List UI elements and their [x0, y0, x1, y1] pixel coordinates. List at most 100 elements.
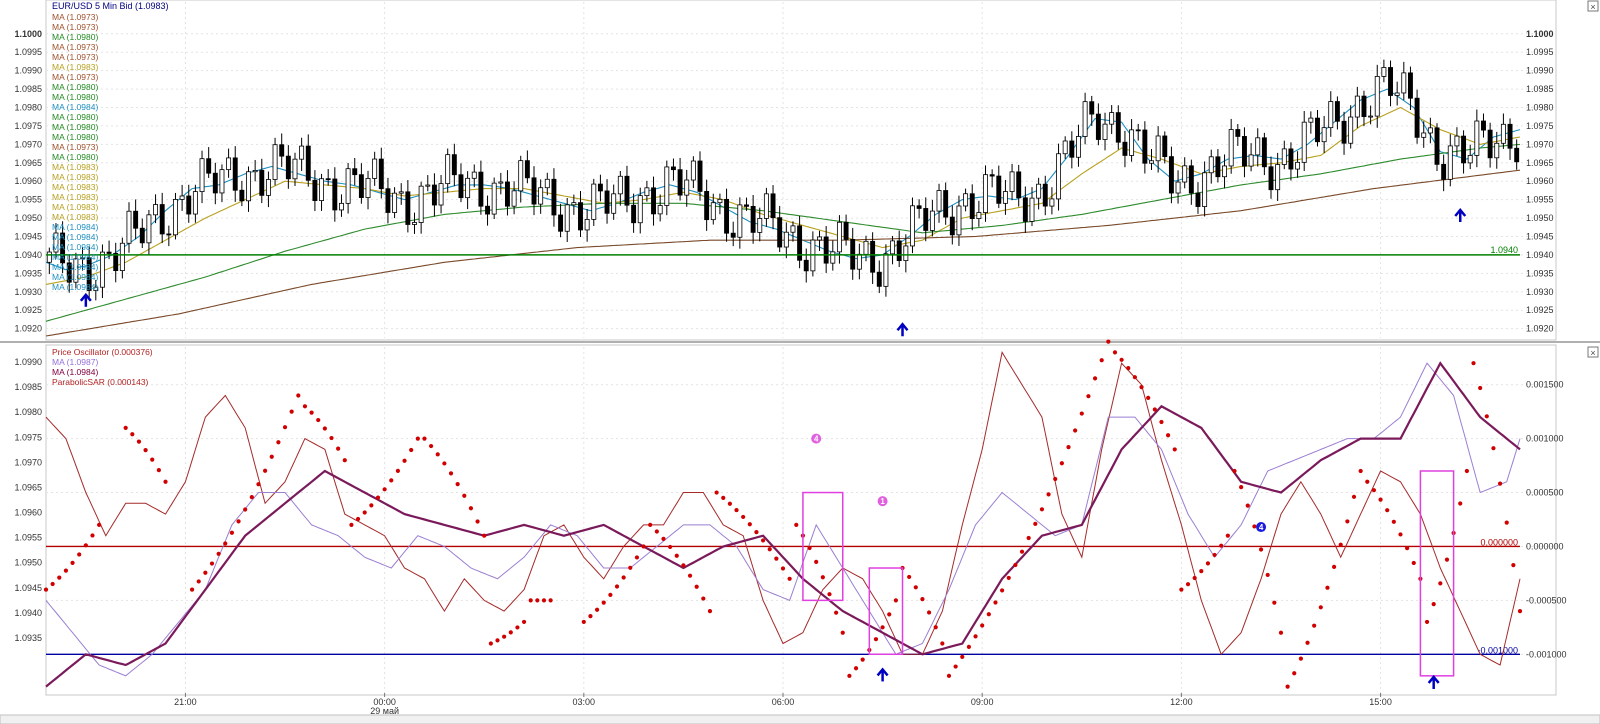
- candle: [1321, 116, 1327, 153]
- candle-body: [863, 240, 869, 255]
- candle: [1255, 128, 1261, 167]
- time-tick-label: 12:00: [1170, 697, 1193, 707]
- sar-dot: [329, 435, 334, 441]
- candle: [704, 179, 710, 231]
- candle-body: [485, 205, 490, 215]
- candle-body: [279, 144, 285, 157]
- candle: [571, 194, 577, 215]
- price-y-tick-right: 1.0945: [1526, 231, 1554, 241]
- candle: [664, 160, 670, 216]
- candle-body: [358, 174, 364, 198]
- candle-body: [1281, 148, 1287, 165]
- candle: [989, 169, 995, 188]
- sar-dot: [63, 568, 69, 573]
- candle-body: [60, 232, 66, 264]
- close-bottom-panel-button[interactable]: ×: [1587, 346, 1599, 358]
- sar-dot: [1325, 585, 1330, 590]
- candle-body: [345, 168, 351, 204]
- candle-body: [146, 214, 152, 244]
- sar-dot: [455, 482, 460, 487]
- candle: [438, 174, 444, 214]
- sar-dot: [1225, 533, 1230, 538]
- sar-dot: [156, 468, 161, 473]
- sar-dot: [482, 533, 487, 538]
- price-y-tick-right: 1.0990: [1526, 66, 1554, 76]
- highlight-box: [1419, 470, 1455, 677]
- buy-arrow-icon: [876, 667, 889, 682]
- candle-body: [1354, 95, 1360, 118]
- candle-body: [1222, 165, 1227, 178]
- price-legend-item: MA (1.0973): [52, 52, 98, 62]
- sar-dot: [488, 641, 493, 646]
- sar-dot: [548, 598, 553, 603]
- candle-body: [126, 210, 132, 244]
- time-tick-label: 06:00: [772, 697, 795, 707]
- sar-dot: [1165, 433, 1171, 438]
- candle: [956, 195, 962, 246]
- candle-body: [504, 181, 510, 207]
- candle-body: [1434, 127, 1440, 165]
- sar-dot: [1338, 542, 1343, 547]
- candle-body: [232, 157, 238, 191]
- price-legend-item: MA (1.0973): [52, 72, 98, 82]
- candle: [677, 157, 683, 201]
- sar-dot: [1318, 605, 1323, 610]
- price-legend-item: MA (1.0984): [52, 272, 98, 282]
- sar-dot: [1126, 365, 1131, 371]
- candle: [684, 169, 690, 207]
- candle: [1381, 59, 1387, 83]
- candle: [1002, 179, 1008, 215]
- price-legend-item: MA (1.0983): [52, 162, 98, 172]
- candle-body: [1268, 166, 1274, 191]
- sar-dot: [1312, 623, 1317, 628]
- candle: [757, 207, 763, 242]
- sar-dot: [1292, 671, 1297, 676]
- sar-dot: [1006, 575, 1011, 581]
- candle: [458, 163, 464, 203]
- candle-body: [757, 218, 763, 233]
- time-tick-label: 21:00: [174, 697, 197, 707]
- candle-body: [1474, 120, 1480, 156]
- close-top-panel-button[interactable]: ×: [1587, 0, 1599, 12]
- candle: [46, 247, 52, 275]
- sar-dot: [1371, 488, 1377, 493]
- candle-body: [1421, 132, 1427, 138]
- candle-body: [199, 158, 205, 193]
- sar-dot: [1405, 546, 1410, 551]
- candle: [1022, 186, 1028, 233]
- candle: [173, 192, 178, 240]
- candle-body: [1361, 95, 1367, 117]
- sar-dot: [1212, 552, 1217, 558]
- price-legend-item: MA (1.0984): [52, 282, 98, 292]
- candle: [929, 199, 935, 237]
- candle: [843, 214, 849, 246]
- candle-body: [730, 232, 736, 238]
- sar-dot: [1159, 419, 1164, 425]
- candle-body: [890, 240, 896, 255]
- horizontal-scrollbar[interactable]: [0, 714, 1600, 724]
- sar-dot: [1079, 411, 1084, 416]
- candle: [518, 155, 524, 203]
- candle-body: [657, 205, 663, 215]
- moving-average-line: [45, 143, 1521, 322]
- sar-dot: [1026, 535, 1031, 541]
- candle: [392, 187, 398, 219]
- candle-body: [239, 189, 245, 202]
- candle-body: [398, 191, 404, 194]
- candle-body: [219, 169, 225, 194]
- candle-body: [969, 193, 975, 219]
- candle: [1149, 149, 1154, 171]
- candle: [1288, 142, 1294, 181]
- candle: [724, 188, 730, 242]
- candle: [923, 197, 929, 242]
- price-legend-item: MA (1.0980): [52, 132, 98, 142]
- candle: [1261, 132, 1267, 176]
- event-marker-label: 4: [1259, 523, 1264, 532]
- sar-dot: [150, 457, 155, 462]
- candle-body: [186, 195, 192, 215]
- candle: [126, 202, 132, 253]
- sar-dot: [701, 596, 706, 601]
- candle: [564, 198, 570, 242]
- sar-dot: [1378, 497, 1383, 502]
- oscillator-y-tick-left: 1.0935: [14, 633, 42, 643]
